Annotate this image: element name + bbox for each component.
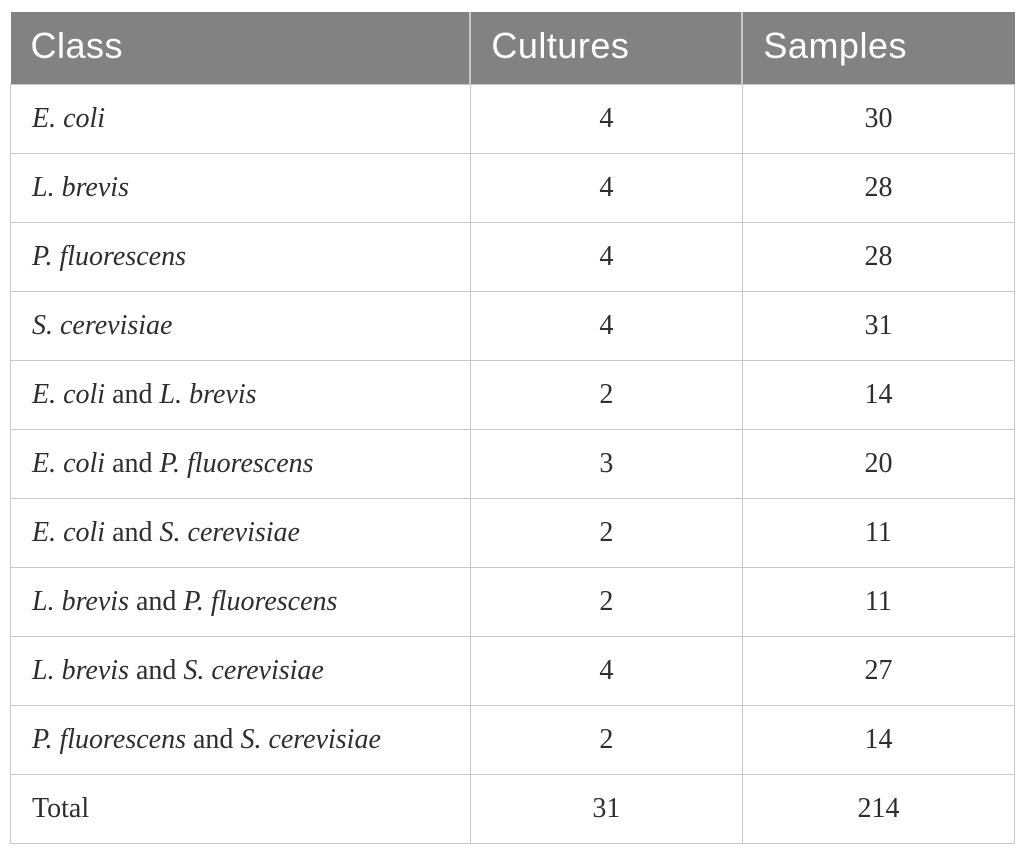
table-row: L. brevis and S. cerevisiae 4 27 [10, 635, 1016, 706]
table-row: L. brevis 4 28 [10, 152, 1016, 223]
plain-text: and [128, 585, 184, 617]
table-row: E. coli and L. brevis 2 14 [10, 359, 1016, 430]
species-name: E. coli [32, 516, 106, 548]
column-header-class: Class [10, 12, 471, 84]
species-name: S. cerevisiae [183, 654, 324, 686]
column-header-samples: Samples [741, 12, 1015, 84]
table-row: E. coli 4 30 [10, 83, 1016, 154]
table-row: P. fluorescens and S. cerevisiae 2 14 [10, 704, 1016, 775]
class-cell: L. brevis and P. fluorescens [10, 566, 471, 637]
cultures-cell: 2 [469, 566, 743, 637]
cultures-cell: 31 [469, 773, 743, 844]
class-cell: Total [10, 773, 471, 844]
samples-cell: 14 [741, 359, 1016, 430]
class-cell: E. coli and L. brevis [10, 359, 471, 430]
cultures-cell: 2 [469, 497, 743, 568]
cultures-samples-table: Class Cultures Samples E. coli 4 30 L. b… [10, 12, 1016, 844]
species-name: L. brevis [32, 585, 129, 617]
samples-cell: 27 [741, 635, 1016, 706]
species-name: P. fluorescens [183, 585, 338, 617]
class-cell: P. fluorescens [10, 221, 471, 292]
cultures-cell: 4 [469, 221, 743, 292]
samples-cell: 28 [741, 221, 1016, 292]
class-cell: E. coli and S. cerevisiae [10, 497, 471, 568]
table-row: P. fluorescens 4 28 [10, 221, 1016, 292]
species-name: S. cerevisiae [32, 309, 173, 341]
cultures-cell: 4 [469, 152, 743, 223]
class-cell: E. coli [10, 83, 471, 154]
samples-cell: 31 [741, 290, 1016, 361]
cultures-cell: 2 [469, 359, 743, 430]
cultures-cell: 4 [469, 290, 743, 361]
class-cell: E. coli and P. fluorescens [10, 428, 471, 499]
class-cell: L. brevis [10, 152, 471, 223]
class-cell: P. fluorescens and S. cerevisiae [10, 704, 471, 775]
cultures-cell: 4 [469, 83, 743, 154]
column-header-cultures: Cultures [469, 12, 743, 84]
cultures-cell: 3 [469, 428, 743, 499]
samples-cell: 20 [741, 428, 1016, 499]
samples-cell: 28 [741, 152, 1016, 223]
samples-cell: 11 [741, 497, 1016, 568]
species-name: S. cerevisiae [240, 723, 381, 755]
species-name: P. fluorescens [32, 723, 186, 755]
plain-text: Total [32, 792, 90, 824]
species-name: S. cerevisiae [159, 516, 300, 548]
table-row: E. coli and P. fluorescens 3 20 [10, 428, 1016, 499]
samples-cell: 11 [741, 566, 1016, 637]
species-name: P. fluorescens [159, 447, 314, 479]
samples-cell: 14 [741, 704, 1016, 775]
cultures-cell: 2 [469, 704, 743, 775]
table-header-row: Class Cultures Samples [10, 12, 1015, 84]
species-name: L. brevis [32, 654, 129, 686]
table-row: S. cerevisiae 4 31 [10, 290, 1016, 361]
species-name: L. brevis [159, 378, 257, 410]
class-cell: L. brevis and S. cerevisiae [10, 635, 471, 706]
species-name: P. fluorescens [32, 240, 186, 272]
samples-cell: 214 [741, 773, 1016, 844]
species-name: E. coli [32, 102, 106, 134]
species-name: E. coli [32, 378, 106, 410]
table-row: L. brevis and P. fluorescens 2 11 [10, 566, 1016, 637]
plain-text: and [105, 378, 160, 410]
species-name: L. brevis [32, 171, 129, 203]
cultures-cell: 4 [469, 635, 743, 706]
plain-text: and [186, 723, 241, 755]
samples-cell: 30 [741, 83, 1016, 154]
total-row: Total 31 214 [10, 773, 1016, 844]
plain-text: and [105, 516, 160, 548]
plain-text: and [105, 447, 160, 479]
table-row: E. coli and S. cerevisiae 2 11 [10, 497, 1016, 568]
class-cell: S. cerevisiae [10, 290, 471, 361]
species-name: E. coli [32, 447, 106, 479]
plain-text: and [128, 654, 184, 686]
